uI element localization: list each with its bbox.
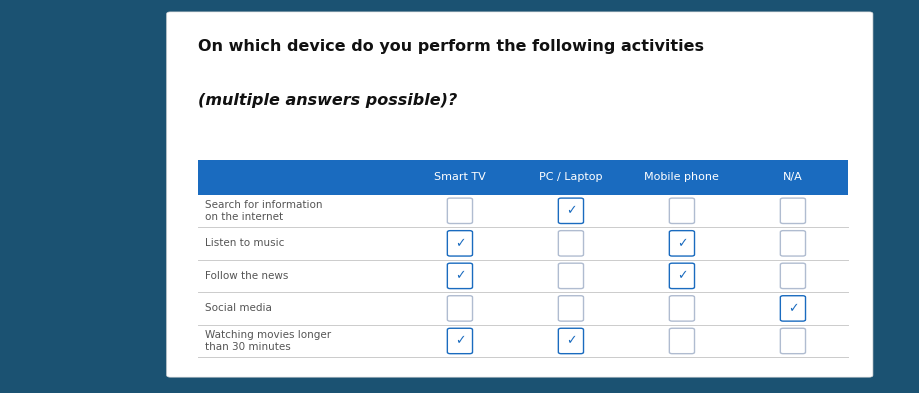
FancyBboxPatch shape [198,260,847,292]
Text: ✓: ✓ [454,269,465,283]
Text: ✓: ✓ [787,302,798,315]
FancyBboxPatch shape [779,198,805,224]
FancyBboxPatch shape [558,263,583,288]
FancyBboxPatch shape [198,195,847,227]
FancyBboxPatch shape [558,231,583,256]
FancyBboxPatch shape [779,328,805,354]
Text: Search for information
on the internet: Search for information on the internet [205,200,323,222]
FancyBboxPatch shape [198,325,847,357]
Text: Smart TV: Smart TV [434,173,485,182]
FancyBboxPatch shape [669,296,694,321]
FancyBboxPatch shape [447,263,472,288]
FancyBboxPatch shape [447,198,472,224]
Text: Follow the news: Follow the news [205,271,289,281]
Text: Listen to music: Listen to music [205,238,284,248]
FancyBboxPatch shape [198,227,847,260]
FancyBboxPatch shape [558,198,583,224]
Text: ✓: ✓ [454,334,465,347]
Text: On which device do you perform the following activities: On which device do you perform the follo… [198,39,703,54]
FancyBboxPatch shape [447,231,472,256]
FancyBboxPatch shape [558,328,583,354]
FancyBboxPatch shape [447,328,472,354]
FancyBboxPatch shape [198,292,847,325]
Text: (multiple answers possible)?: (multiple answers possible)? [198,93,457,108]
Text: Watching movies longer
than 30 minutes: Watching movies longer than 30 minutes [205,330,331,352]
FancyBboxPatch shape [447,296,472,321]
FancyBboxPatch shape [779,263,805,288]
Text: N/A: N/A [782,173,802,182]
FancyBboxPatch shape [166,12,872,377]
Text: ✓: ✓ [565,334,575,347]
FancyBboxPatch shape [779,296,805,321]
Text: Social media: Social media [205,303,272,314]
FancyBboxPatch shape [669,328,694,354]
Text: PC / Laptop: PC / Laptop [539,173,602,182]
Text: Mobile phone: Mobile phone [644,173,719,182]
Text: ✓: ✓ [676,237,686,250]
FancyBboxPatch shape [198,160,847,195]
Text: ✓: ✓ [565,204,575,217]
Text: ✓: ✓ [676,269,686,283]
FancyBboxPatch shape [558,296,583,321]
FancyBboxPatch shape [669,231,694,256]
FancyBboxPatch shape [669,198,694,224]
FancyBboxPatch shape [669,263,694,288]
FancyBboxPatch shape [779,231,805,256]
Text: ✓: ✓ [454,237,465,250]
